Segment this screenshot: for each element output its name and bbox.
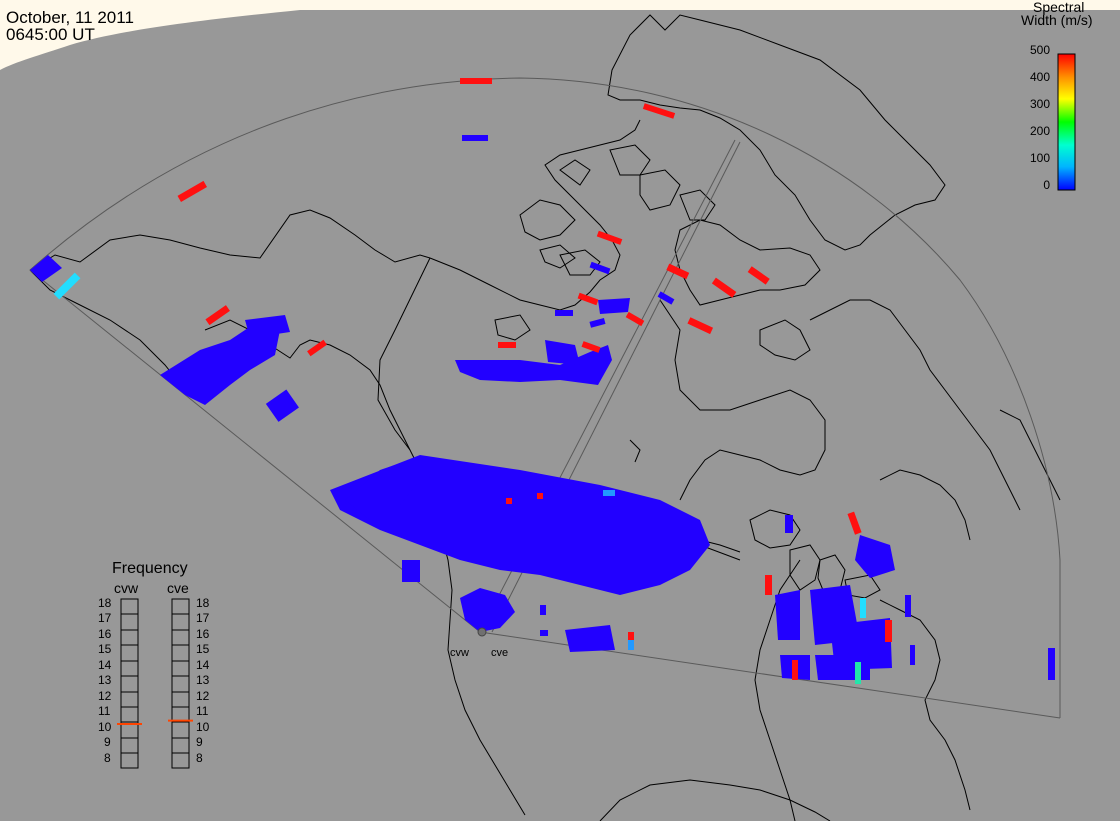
freq-left-label: 17	[98, 611, 112, 625]
echoes-mid-width	[53, 272, 866, 684]
freq-left-label: 16	[98, 627, 112, 641]
freq-left-label: 9	[104, 735, 111, 749]
colorbar-title-line2: Width (m/s)	[1021, 12, 1093, 28]
freq-right-label: 14	[196, 658, 210, 672]
freq-right-label: 13	[196, 673, 210, 687]
daylight-shade	[0, 0, 1120, 10]
freq-left-label: 18	[98, 596, 112, 610]
freq-right-label: 9	[196, 735, 203, 749]
freq-left-label: 8	[104, 751, 111, 765]
colorbar-tick-label: 0	[1043, 178, 1050, 192]
freq-left-label: 12	[98, 689, 112, 703]
colorbar-tick-label: 400	[1029, 70, 1050, 84]
time-label: 0645:00 UT	[6, 25, 95, 44]
colorbar-tick-label: 500	[1029, 43, 1050, 57]
freq-right-label: 18	[196, 596, 210, 610]
freq-left-label: 15	[98, 642, 112, 656]
freq-left-label: 10	[98, 720, 112, 734]
date-label: October, 11 2011	[6, 8, 134, 27]
echoes-low-width	[30, 135, 1055, 680]
freq-right-label: 12	[196, 689, 210, 703]
freq-right-label: 17	[196, 611, 210, 625]
freq-right-label: 8	[196, 751, 203, 765]
radar-site-label-cvw: cvw	[450, 647, 469, 659]
freq-right-label: 16	[196, 627, 210, 641]
daylight-region	[0, 0, 1120, 70]
freq-right-label: 15	[196, 642, 210, 656]
frequency-scales	[120, 598, 190, 769]
fov-outline	[29, 77, 1061, 719]
freq-left-label: 13	[98, 673, 112, 687]
frequency-radar-label-cve: cve	[167, 580, 189, 596]
frequency-radar-label-cvw: cvw	[114, 580, 139, 596]
freq-right-label: 10	[196, 720, 210, 734]
freq-left-label: 14	[98, 658, 112, 672]
freq-right-label: 11	[196, 704, 209, 718]
spectral-width-colorbar	[1057, 53, 1076, 191]
colorbar-tick-label: 300	[1029, 97, 1050, 111]
echoes-high-width	[177, 78, 892, 680]
colorbar-tick-label: 200	[1029, 124, 1050, 138]
colorbar-title-line1: Spectral	[1033, 0, 1085, 15]
frequency-panel-title: Frequency	[112, 560, 188, 577]
coastlines	[29, 14, 1061, 821]
radar-site-label-cve: cve	[491, 647, 509, 659]
freq-left-label: 11	[98, 704, 111, 718]
radar-site-marker	[477, 627, 487, 637]
colorbar-tick-label: 100	[1029, 151, 1050, 165]
